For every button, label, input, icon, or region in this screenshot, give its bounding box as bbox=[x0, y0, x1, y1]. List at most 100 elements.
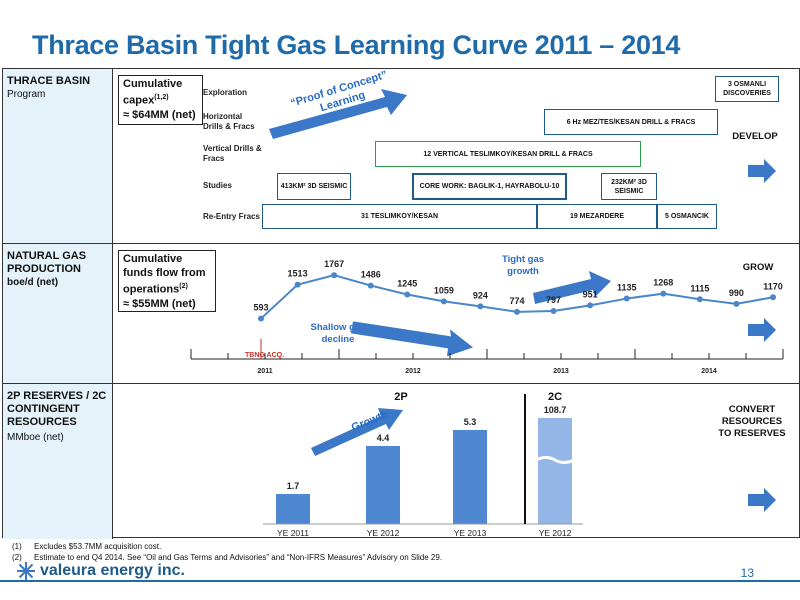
production-value-label: 593 bbox=[253, 303, 268, 313]
shallow-decline-arrow bbox=[351, 321, 473, 357]
footnote-1: (1) Excludes $53.7MM acquisition cost. bbox=[12, 542, 161, 552]
reserve-category-label: YE 2012 bbox=[367, 528, 400, 538]
reserve-category-label: YE 2011 bbox=[277, 528, 309, 538]
reserves-label-cell: 2P RESERVES / 2C CONTINGENT RESOURCES MM… bbox=[3, 384, 113, 539]
tight-gas-label: Tight gas growth bbox=[501, 254, 545, 277]
production-line-chart: 593 1513 1767 1486 1245 1059 924 774 797 951 1135 1… bbox=[190, 259, 784, 375]
box-osmanli-discoveries: 3 OSMANLI DISCOVERIES bbox=[715, 76, 779, 102]
box-horizontal-drills: 6 Hz MEZ/TES/KESAN DRILL & FRACS bbox=[544, 109, 718, 135]
production-point bbox=[294, 281, 301, 288]
reserve-value-label: 1.7 bbox=[287, 481, 300, 491]
logo-text: valeura energy inc. bbox=[40, 562, 185, 579]
reserves-subheading: MMboe (net) bbox=[7, 432, 64, 443]
content-table: THRACE BASIN Program Cumulative capex(1,… bbox=[2, 68, 800, 539]
footnote-2: (2) Estimate to end Q4 2014. See “Oil and… bbox=[12, 553, 442, 563]
company-logo: valeura energy inc. bbox=[16, 561, 185, 581]
shallow-gas-label: Shallow gas decline bbox=[310, 322, 366, 345]
reserve-value-label: 4.4 bbox=[377, 433, 390, 443]
group-label-2p: 2P bbox=[394, 391, 407, 403]
production-point bbox=[550, 308, 557, 315]
year-tick-label: 2013 bbox=[553, 368, 569, 375]
funds-box: Cumulative funds flow from operations(2)… bbox=[118, 250, 216, 312]
axis-break-mark bbox=[535, 456, 575, 464]
reserve-bar bbox=[538, 418, 572, 524]
develop-arrow bbox=[748, 159, 776, 183]
row-label-exploration: Exploration bbox=[203, 88, 248, 97]
action-convert: CONVERT RESOURCES TO RESERVES bbox=[718, 404, 786, 439]
reserve-bar bbox=[276, 494, 310, 524]
action-develop: DEVELOP bbox=[732, 131, 778, 142]
production-value-label: 1513 bbox=[288, 269, 308, 279]
box-vertical-drills: 12 VERTICAL TESLIMKOY/KESAN DRILL & FRAC… bbox=[375, 141, 641, 167]
row-label-horizontal: Horizontal Drills & Fracs bbox=[203, 112, 255, 131]
program-row: THRACE BASIN Program Cumulative capex(1,… bbox=[3, 69, 799, 244]
row-label-reentry: Re-Entry Fracs bbox=[203, 212, 260, 221]
row-label-vertical: Vertical Drills & Fracs bbox=[203, 144, 262, 163]
year-tick-label: 2011 bbox=[257, 368, 272, 375]
production-value-label: 1268 bbox=[653, 278, 673, 288]
production-value-label: 1767 bbox=[324, 259, 344, 269]
production-point bbox=[696, 296, 703, 303]
production-value-label: 1135 bbox=[617, 283, 637, 293]
capex-footnote-ref: (1,2) bbox=[154, 94, 169, 101]
logo-burst-icon bbox=[17, 562, 35, 580]
production-value-label: 924 bbox=[473, 290, 488, 300]
production-point bbox=[660, 290, 667, 297]
funds-label: Cumulative funds flow from operations bbox=[123, 253, 206, 296]
production-point bbox=[770, 294, 776, 301]
grow-arrow bbox=[748, 318, 776, 342]
page-number: 13 bbox=[740, 566, 754, 580]
reserves-row: 2P RESERVES / 2C CONTINGENT RESOURCES MM… bbox=[3, 384, 799, 539]
box-seismic-413: 413KM² 3D SEISMIC bbox=[277, 173, 351, 200]
production-point bbox=[587, 302, 594, 309]
production-value-label: 1245 bbox=[397, 278, 417, 288]
production-subheading: boe/d (net) bbox=[7, 277, 59, 288]
production-value-label: 990 bbox=[729, 288, 744, 298]
capex-value: ≈ $64MM (net) bbox=[123, 108, 196, 121]
program-subheading: Program bbox=[7, 89, 46, 100]
group-label-2c: 2C bbox=[548, 391, 562, 403]
production-value-label: 774 bbox=[509, 296, 524, 306]
capex-label: Cumulative capex bbox=[123, 78, 183, 107]
production-value-label: 1115 bbox=[690, 283, 709, 293]
page-title: Thrace Basin Tight Gas Learning Curve 20… bbox=[32, 30, 681, 60]
reserves-heading: 2P RESERVES / 2C CONTINGENT RESOURCES bbox=[7, 390, 107, 428]
production-value-label: 1059 bbox=[434, 285, 454, 295]
box-reentry-teslimkoy: 31 TESLIMKOY/KESAN bbox=[262, 204, 537, 229]
production-point bbox=[258, 315, 264, 322]
row-label-studies: Studies bbox=[203, 181, 232, 190]
convert-arrow bbox=[748, 488, 776, 512]
growth-arrow bbox=[311, 408, 403, 456]
box-reentry-osmancik: 5 OSMANCIK bbox=[657, 204, 717, 229]
footnote-1-text: Excludes $53.7MM acquisition cost. bbox=[34, 542, 162, 551]
funds-value: ≈ $55MM (net) bbox=[123, 297, 196, 310]
production-value-label: 1170 bbox=[763, 281, 783, 291]
reserve-value-label: 5.3 bbox=[464, 417, 477, 427]
footnote-1-num: (1) bbox=[12, 542, 22, 551]
box-core-work: CORE WORK: BAGLIK-1, HAYRABOLU-10 bbox=[412, 173, 567, 200]
production-value-label: 951 bbox=[583, 289, 598, 299]
production-point bbox=[477, 303, 484, 310]
production-point bbox=[331, 272, 338, 279]
year-tick-label: 2012 bbox=[405, 368, 421, 375]
program-heading: THRACE BASIN bbox=[7, 75, 91, 87]
production-value-label: 797 bbox=[546, 295, 561, 305]
develop-arrow-shape bbox=[748, 159, 776, 183]
reserve-category-label: YE 2012 bbox=[539, 528, 572, 538]
reserve-bar bbox=[453, 430, 487, 524]
reserve-bar bbox=[366, 446, 400, 524]
production-point bbox=[623, 295, 630, 302]
action-grow: GROW bbox=[742, 262, 774, 273]
grow-arrow-shape bbox=[748, 318, 776, 342]
year-tick-label: 2014 bbox=[701, 368, 717, 375]
reserve-value-label: 108.7 bbox=[544, 405, 567, 415]
production-point bbox=[514, 308, 520, 315]
box-seismic-232: 232KM² 3D SEISMIC bbox=[601, 173, 657, 200]
funds-footnote-ref: (2) bbox=[179, 283, 188, 290]
proof-of-concept-arrow bbox=[269, 89, 407, 139]
convert-arrow-shape bbox=[748, 488, 776, 512]
production-point bbox=[733, 300, 740, 307]
production-label-cell: NATURAL GAS PRODUCTION boe/d (net) bbox=[3, 244, 113, 383]
tight-gas-arrow bbox=[533, 271, 611, 305]
